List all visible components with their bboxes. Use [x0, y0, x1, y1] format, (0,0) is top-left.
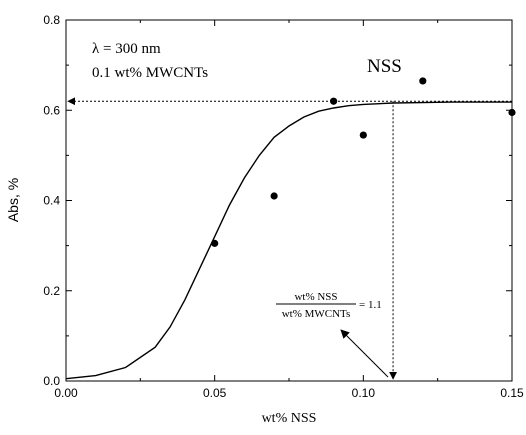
reference-lines	[67, 97, 512, 380]
x-tick-label: 0.00	[54, 386, 78, 400]
data-point	[419, 77, 427, 85]
nss-label: NSS	[367, 56, 402, 77]
x-axis-title: wt% NSS	[262, 411, 317, 426]
ratio-annotation: wt% NSS wt% MWCNTs = 1.1	[276, 291, 389, 378]
tick-labels: 0.00 0.05 0.10 0.15 0.0 0.2 0.4 0.6 0.8	[43, 13, 524, 400]
y-axis-title: Abs, %	[5, 178, 21, 222]
ratio-numerator: wt% NSS	[294, 291, 337, 303]
x-tick-label: 0.05	[203, 386, 227, 400]
data-point	[211, 239, 219, 247]
wavelength-annotation: λ = 300 nm	[92, 41, 161, 57]
ratio-value: = 1.1	[359, 299, 382, 311]
data-point	[330, 97, 338, 105]
data-point	[508, 108, 516, 117]
y-tick-label: 0.0	[43, 374, 60, 388]
data-point	[270, 192, 278, 200]
x-tick-label: 0.10	[352, 386, 376, 400]
y-tick-label: 0.4	[43, 194, 60, 208]
data-points	[211, 77, 516, 247]
x-tick-label: 0.15	[500, 386, 524, 400]
ratio-denominator: wt% MWCNTs	[282, 308, 351, 320]
data-point	[359, 131, 367, 139]
y-tick-label: 0.6	[43, 103, 60, 117]
tick-marks	[65, 19, 513, 382]
fit-curve	[65, 101, 512, 380]
y-tick-label: 0.2	[43, 284, 60, 298]
concentration-annotation: 0.1 wt% MWCNTs	[92, 65, 208, 81]
y-tick-label: 0.8	[43, 13, 60, 27]
ratio-arrow	[340, 329, 389, 378]
